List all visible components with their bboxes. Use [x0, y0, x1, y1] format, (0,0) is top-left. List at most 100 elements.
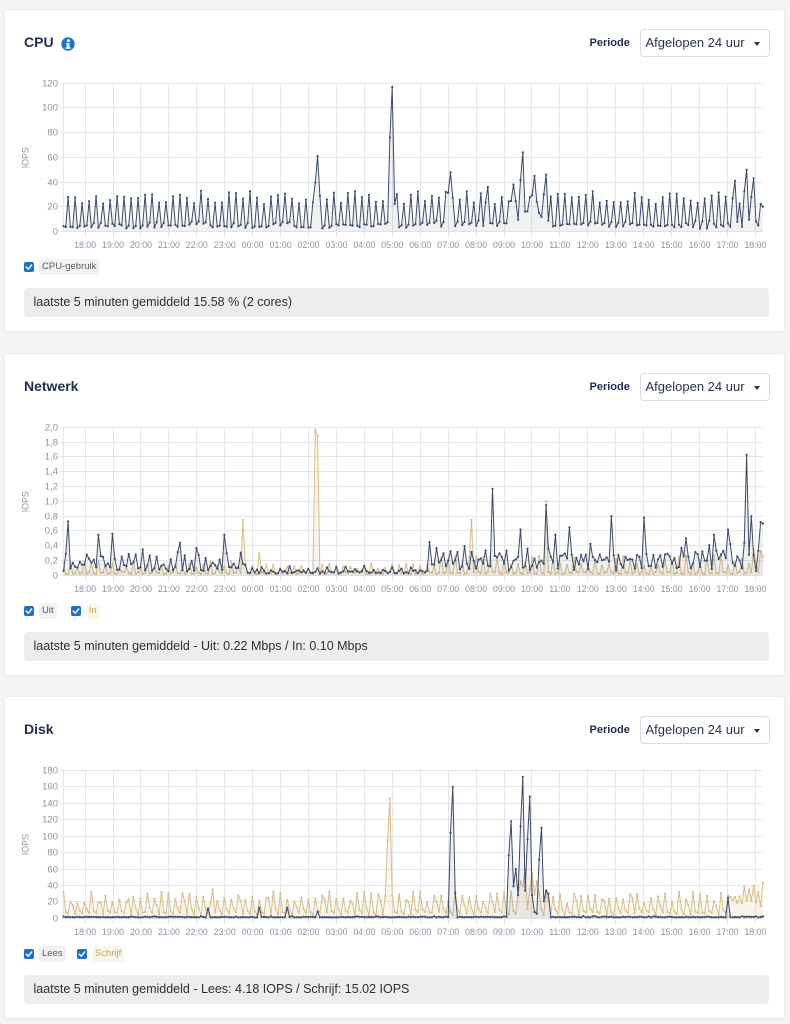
svg-text:16:00: 16:00 — [689, 927, 711, 937]
svg-text:05:00: 05:00 — [381, 584, 403, 594]
svg-text:IOPS: IOPS — [21, 147, 31, 168]
svg-text:140: 140 — [42, 799, 58, 810]
svg-text:05:00: 05:00 — [381, 927, 403, 937]
svg-text:03:00: 03:00 — [325, 240, 347, 250]
svg-text:16:00: 16:00 — [689, 240, 711, 250]
svg-text:10:00: 10:00 — [521, 927, 543, 937]
svg-text:14:00: 14:00 — [633, 927, 655, 937]
svg-text:13:00: 13:00 — [605, 240, 627, 250]
svg-text:18:00: 18:00 — [744, 927, 766, 937]
svg-text:18:00: 18:00 — [744, 584, 766, 594]
svg-text:0: 0 — [53, 227, 58, 238]
svg-text:IOPS: IOPS — [21, 491, 31, 512]
svg-text:1,4: 1,4 — [45, 467, 58, 478]
svg-text:01:00: 01:00 — [270, 240, 292, 250]
svg-text:04:00: 04:00 — [353, 240, 375, 250]
svg-text:23:00: 23:00 — [214, 584, 236, 594]
svg-text:13:00: 13:00 — [605, 927, 627, 937]
svg-text:10:00: 10:00 — [521, 584, 543, 594]
svg-text:0,8: 0,8 — [45, 512, 58, 523]
svg-text:1,6: 1,6 — [45, 452, 58, 463]
svg-text:03:00: 03:00 — [325, 584, 347, 594]
svg-text:18:00: 18:00 — [74, 927, 96, 937]
svg-text:IOPS: IOPS — [21, 834, 31, 855]
svg-text:08:00: 08:00 — [465, 927, 487, 937]
svg-text:06:00: 06:00 — [409, 240, 431, 250]
svg-text:22:00: 22:00 — [186, 240, 208, 250]
svg-text:20:00: 20:00 — [130, 584, 152, 594]
svg-text:09:00: 09:00 — [493, 584, 515, 594]
svg-text:60: 60 — [47, 153, 58, 164]
svg-text:08:00: 08:00 — [465, 240, 487, 250]
svg-text:15:00: 15:00 — [661, 584, 683, 594]
svg-text:14:00: 14:00 — [633, 240, 655, 250]
svg-text:80: 80 — [47, 848, 58, 859]
svg-text:1,0: 1,0 — [45, 497, 58, 508]
svg-text:11:00: 11:00 — [549, 927, 570, 937]
svg-text:20: 20 — [47, 202, 58, 213]
svg-text:06:00: 06:00 — [409, 927, 431, 937]
svg-text:160: 160 — [42, 782, 58, 793]
svg-text:13:00: 13:00 — [605, 584, 627, 594]
svg-text:06:00: 06:00 — [409, 584, 431, 594]
svg-text:07:00: 07:00 — [437, 927, 459, 937]
svg-text:01:00: 01:00 — [270, 584, 292, 594]
svg-text:18:00: 18:00 — [74, 240, 96, 250]
svg-text:12:00: 12:00 — [577, 927, 599, 937]
svg-text:11:00: 11:00 — [549, 584, 570, 594]
svg-text:40: 40 — [47, 178, 58, 189]
svg-text:100: 100 — [42, 103, 58, 114]
svg-text:17:00: 17:00 — [716, 927, 738, 937]
svg-text:05:00: 05:00 — [381, 240, 403, 250]
svg-text:20:00: 20:00 — [130, 927, 152, 937]
svg-text:16:00: 16:00 — [689, 584, 711, 594]
svg-text:18:00: 18:00 — [74, 584, 96, 594]
svg-text:09:00: 09:00 — [493, 240, 515, 250]
svg-text:120: 120 — [42, 79, 58, 90]
svg-text:12:00: 12:00 — [577, 240, 599, 250]
svg-text:19:00: 19:00 — [102, 584, 124, 594]
svg-text:0,2: 0,2 — [45, 556, 58, 567]
svg-text:10:00: 10:00 — [521, 240, 543, 250]
svg-text:60: 60 — [47, 865, 58, 876]
svg-text:17:00: 17:00 — [716, 584, 738, 594]
svg-text:0: 0 — [53, 571, 58, 582]
svg-text:02:00: 02:00 — [297, 584, 319, 594]
svg-text:0,4: 0,4 — [45, 541, 58, 552]
svg-text:180: 180 — [42, 766, 58, 777]
svg-text:15:00: 15:00 — [661, 927, 683, 937]
svg-text:08:00: 08:00 — [465, 584, 487, 594]
svg-text:17:00: 17:00 — [716, 240, 738, 250]
svg-text:23:00: 23:00 — [214, 240, 236, 250]
svg-text:0: 0 — [53, 914, 58, 925]
svg-text:21:00: 21:00 — [158, 927, 180, 937]
svg-text:00:00: 00:00 — [242, 927, 264, 937]
svg-text:1,8: 1,8 — [45, 438, 58, 449]
svg-text:00:00: 00:00 — [242, 584, 264, 594]
svg-text:01:00: 01:00 — [270, 927, 292, 937]
svg-text:14:00: 14:00 — [633, 584, 655, 594]
svg-text:120: 120 — [42, 815, 58, 826]
svg-text:20: 20 — [47, 897, 58, 908]
svg-text:02:00: 02:00 — [297, 240, 319, 250]
svg-text:04:00: 04:00 — [353, 584, 375, 594]
svg-text:11:00: 11:00 — [549, 240, 570, 250]
svg-text:12:00: 12:00 — [577, 584, 599, 594]
svg-text:22:00: 22:00 — [186, 584, 208, 594]
svg-text:07:00: 07:00 — [437, 584, 459, 594]
svg-text:40: 40 — [47, 881, 58, 892]
svg-text:19:00: 19:00 — [102, 927, 124, 937]
svg-text:0,6: 0,6 — [45, 526, 58, 537]
svg-text:19:00: 19:00 — [102, 240, 124, 250]
svg-text:21:00: 21:00 — [158, 240, 180, 250]
svg-text:09:00: 09:00 — [493, 927, 515, 937]
svg-text:23:00: 23:00 — [214, 927, 236, 937]
svg-text:02:00: 02:00 — [297, 927, 319, 937]
svg-text:22:00: 22:00 — [186, 927, 208, 937]
svg-text:100: 100 — [42, 832, 58, 843]
svg-text:15:00: 15:00 — [661, 240, 683, 250]
svg-text:00:00: 00:00 — [242, 240, 264, 250]
svg-text:03:00: 03:00 — [325, 927, 347, 937]
svg-text:04:00: 04:00 — [353, 927, 375, 937]
svg-text:80: 80 — [47, 128, 58, 139]
